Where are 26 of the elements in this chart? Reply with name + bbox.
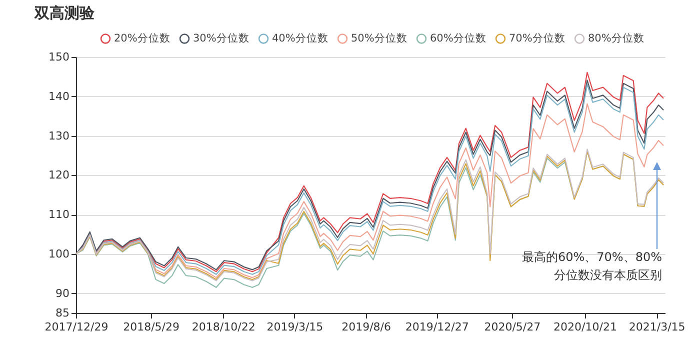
x-tick-label: 2018/10/22 [192,320,256,334]
y-tick-label: 130 [48,129,70,142]
legend-label: 70%分位数 [509,32,566,45]
y-tick-label: 140 [48,90,70,103]
x-tick-label: 2019/8/6 [342,320,391,334]
x-tick-label: 2017/12/29 [44,320,108,334]
x-tick-label: 2019/12/27 [405,320,469,334]
y-tick-label: 150 [48,50,70,64]
chart-title: 双高测验 [33,4,96,22]
y-tick-label: 110 [48,208,70,222]
annotation: 最高的60%、70%、80% 分位数没有本质区别 [522,250,662,282]
legend-label: 60%分位数 [430,32,486,45]
legend-label: 30%分位数 [193,32,250,45]
y-tick-label: 90 [56,286,70,300]
legend-label: 40%分位数 [272,32,328,45]
legend-label: 20%分位数 [114,32,170,45]
x-tick-label: 2019/3/15 [266,320,324,334]
y-tick-label: 85 [56,306,70,320]
legend-label: 50%分位数 [351,32,408,45]
y-tick-label: 100 [48,247,70,260]
x-tick-label: 2021/3/15 [628,320,686,334]
x-tick-label: 2020/10/21 [554,320,617,334]
x-tick-label: 2020/5/27 [484,320,541,334]
y-tick-label: 120 [48,168,70,182]
legend-label: 80%分位数 [588,32,644,45]
x-tick-label: 2018/5/29 [123,320,180,334]
